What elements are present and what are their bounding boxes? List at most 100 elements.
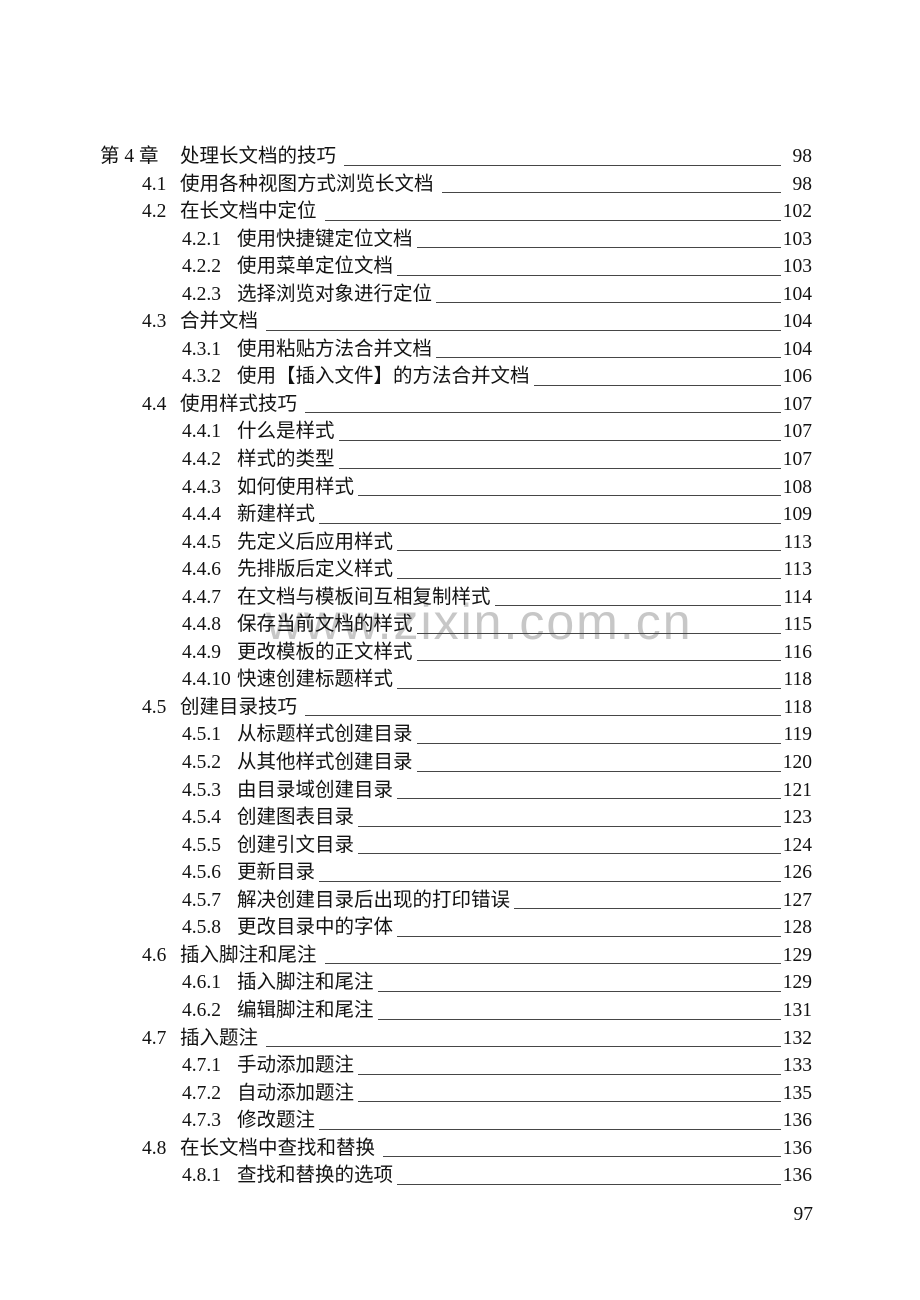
toc-entry-page: 104 [782,311,812,333]
table-of-contents: 第 4 章 处理长文档的技巧 98 4.1 使用各种视图方式浏览长文档 98 4… [100,143,812,1190]
toc-entry-title: 先定义后应用样式 [237,531,394,553]
toc-entry: 4.4.3 如何使用样式 108 [100,474,812,502]
toc-entry: 4.5.4 创建图表目录 123 [100,804,812,832]
toc-entry-number: 4.5.3 [182,779,221,801]
toc-entry-page: 136 [782,1165,812,1187]
toc-entry-number: 4.2.3 [182,283,221,305]
toc-entry-title: 插入脚注和尾注 [237,972,374,994]
toc-entry-title: 在长文档中查找和替换 [180,1137,376,1159]
toc-leader-line [416,721,782,749]
toc-leader-line [266,308,782,336]
toc-entry-page: 107 [782,393,812,415]
toc-entry-number: 4.2.1 [182,228,221,250]
toc-entry-number: 4.4.1 [182,421,221,443]
toc-entry-title: 修改题注 [237,1110,316,1132]
toc-leader-line [416,749,782,777]
toc-entry-page: 136 [782,1110,812,1132]
toc-entry-number: 4.2.2 [182,256,221,278]
toc-entry-page: 102 [782,201,812,223]
toc-leader-line [338,418,782,446]
toc-entry: 4.4.9 更改模板的正文样式 116 [100,639,812,667]
toc-entry: 4.2.2 使用菜单定位文档 103 [100,253,812,281]
toc-entry: 4.5.8 更改目录中的字体 128 [100,914,812,942]
toc-entry: 4.6.1 插入脚注和尾注 129 [100,969,812,997]
toc-leader-line [358,474,782,502]
toc-leader-line [358,804,782,832]
toc-entry: 4.4.1 什么是样式 107 [100,418,812,446]
toc-entry: 4.3.1 使用粘贴方法合并文档 104 [100,336,812,364]
toc-entry: 4.2.1 使用快捷键定位文档 103 [100,226,812,254]
toc-entry-title: 自动添加题注 [237,1082,355,1104]
toc-entry: 4.5.2 从其他样式创建目录 120 [100,749,812,777]
toc-entry-title: 更改目录中的字体 [237,917,394,939]
toc-leader-line [324,942,782,970]
toc-leader-line [338,446,782,474]
toc-entry-number: 4.7.3 [182,1110,221,1132]
toc-entry: 4.2 在长文档中定位 102 [100,198,812,226]
toc-entry-number: 4.3 [142,311,167,333]
toc-leader-line [514,887,782,915]
toc-entry-page: 98 [792,146,813,167]
toc-entry-number: 4.2 [142,201,167,223]
toc-entry-title: 样式的类型 [237,449,335,471]
toc-entry-number: 4.5.8 [182,917,221,939]
toc-entry-page: 113 [783,559,812,581]
toc-entry-title: 创建目录技巧 [180,696,298,718]
toc-entry-page: 120 [782,752,812,774]
toc-entry-title: 编辑脚注和尾注 [237,999,374,1021]
toc-entry-title: 保存当前文档的样式 [237,614,413,636]
toc-entry-page: 114 [783,586,812,608]
toc-entry: 4.4 使用样式技巧 107 [100,391,812,419]
toc-entry: 4.6 插入脚注和尾注 129 [100,942,812,970]
toc-entry-number: 4.5.2 [182,752,221,774]
toc-entry-page: 123 [782,807,812,829]
toc-leader-line [533,363,782,391]
toc-entry-page: 135 [782,1082,812,1104]
toc-entry-number: 4.7.2 [182,1082,221,1104]
toc-entry-number: 4.3.1 [182,338,221,360]
toc-entry-title: 使用【插入文件】的方法合并文档 [237,366,530,388]
toc-leader-line [358,1080,782,1108]
footer-page-number: 97 [793,1204,814,1225]
toc-leader-line [358,832,782,860]
toc-leader-line [494,584,782,612]
toc-entry: 4.2.3 选择浏览对象进行定位 104 [100,281,812,309]
toc-entry-page: 113 [783,531,812,553]
toc-leader-line [397,1162,782,1190]
toc-entry: 4.7.3 修改题注 136 [100,1107,812,1135]
toc-entry-page: 133 [782,1055,812,1077]
toc-entry: 4.4.10 快速创建标题样式 118 [100,666,812,694]
toc-leader-line [319,501,782,529]
toc-entry-page: 118 [783,669,812,691]
toc-entry-page: 126 [782,862,812,884]
toc-entry: 4.5 创建目录技巧 118 [100,694,812,722]
toc-entry-number: 4.4.5 [182,531,221,553]
toc-entry-number: 4.5.6 [182,862,221,884]
toc-entry-title: 先排版后定义样式 [237,559,394,581]
toc-leader-line [319,1107,782,1135]
toc-entry-number: 4.5 [142,696,167,718]
toc-entry: 4.4.6 先排版后定义样式 113 [100,556,812,584]
toc-entry-title: 解决创建目录后出现的打印错误 [237,889,511,911]
toc-leader-line [441,171,782,199]
toc-entry-title: 合并文档 [180,311,259,333]
toc-entry-number: 4.5.5 [182,834,221,856]
toc-entry-title: 使用粘贴方法合并文档 [237,338,433,360]
toc-entry-number: 4.4 [142,393,167,415]
toc-entry: 4.3.2 使用【插入文件】的方法合并文档 106 [100,363,812,391]
toc-entry-title: 什么是样式 [237,421,335,443]
toc-entry-number: 4.5.1 [182,724,221,746]
toc-entry: 4.5.3 由目录域创建目录 121 [100,777,812,805]
toc-leader-line [305,694,782,722]
toc-entry: 4.5.1 从标题样式创建目录 119 [100,721,812,749]
toc-entry: 4.8 在长文档中查找和替换 136 [100,1135,812,1163]
toc-entry-title: 更改模板的正文样式 [237,641,413,663]
toc-entry-page: 108 [782,476,812,498]
toc-entry-number: 第 4 章 [100,146,159,167]
toc-entry-page: 118 [783,696,812,718]
toc-entry: 4.6.2 编辑脚注和尾注 131 [100,997,812,1025]
toc-entry-title: 从标题样式创建目录 [237,724,413,746]
toc-entry: 4.5.5 创建引文目录 124 [100,832,812,860]
toc-leader-line [397,556,782,584]
